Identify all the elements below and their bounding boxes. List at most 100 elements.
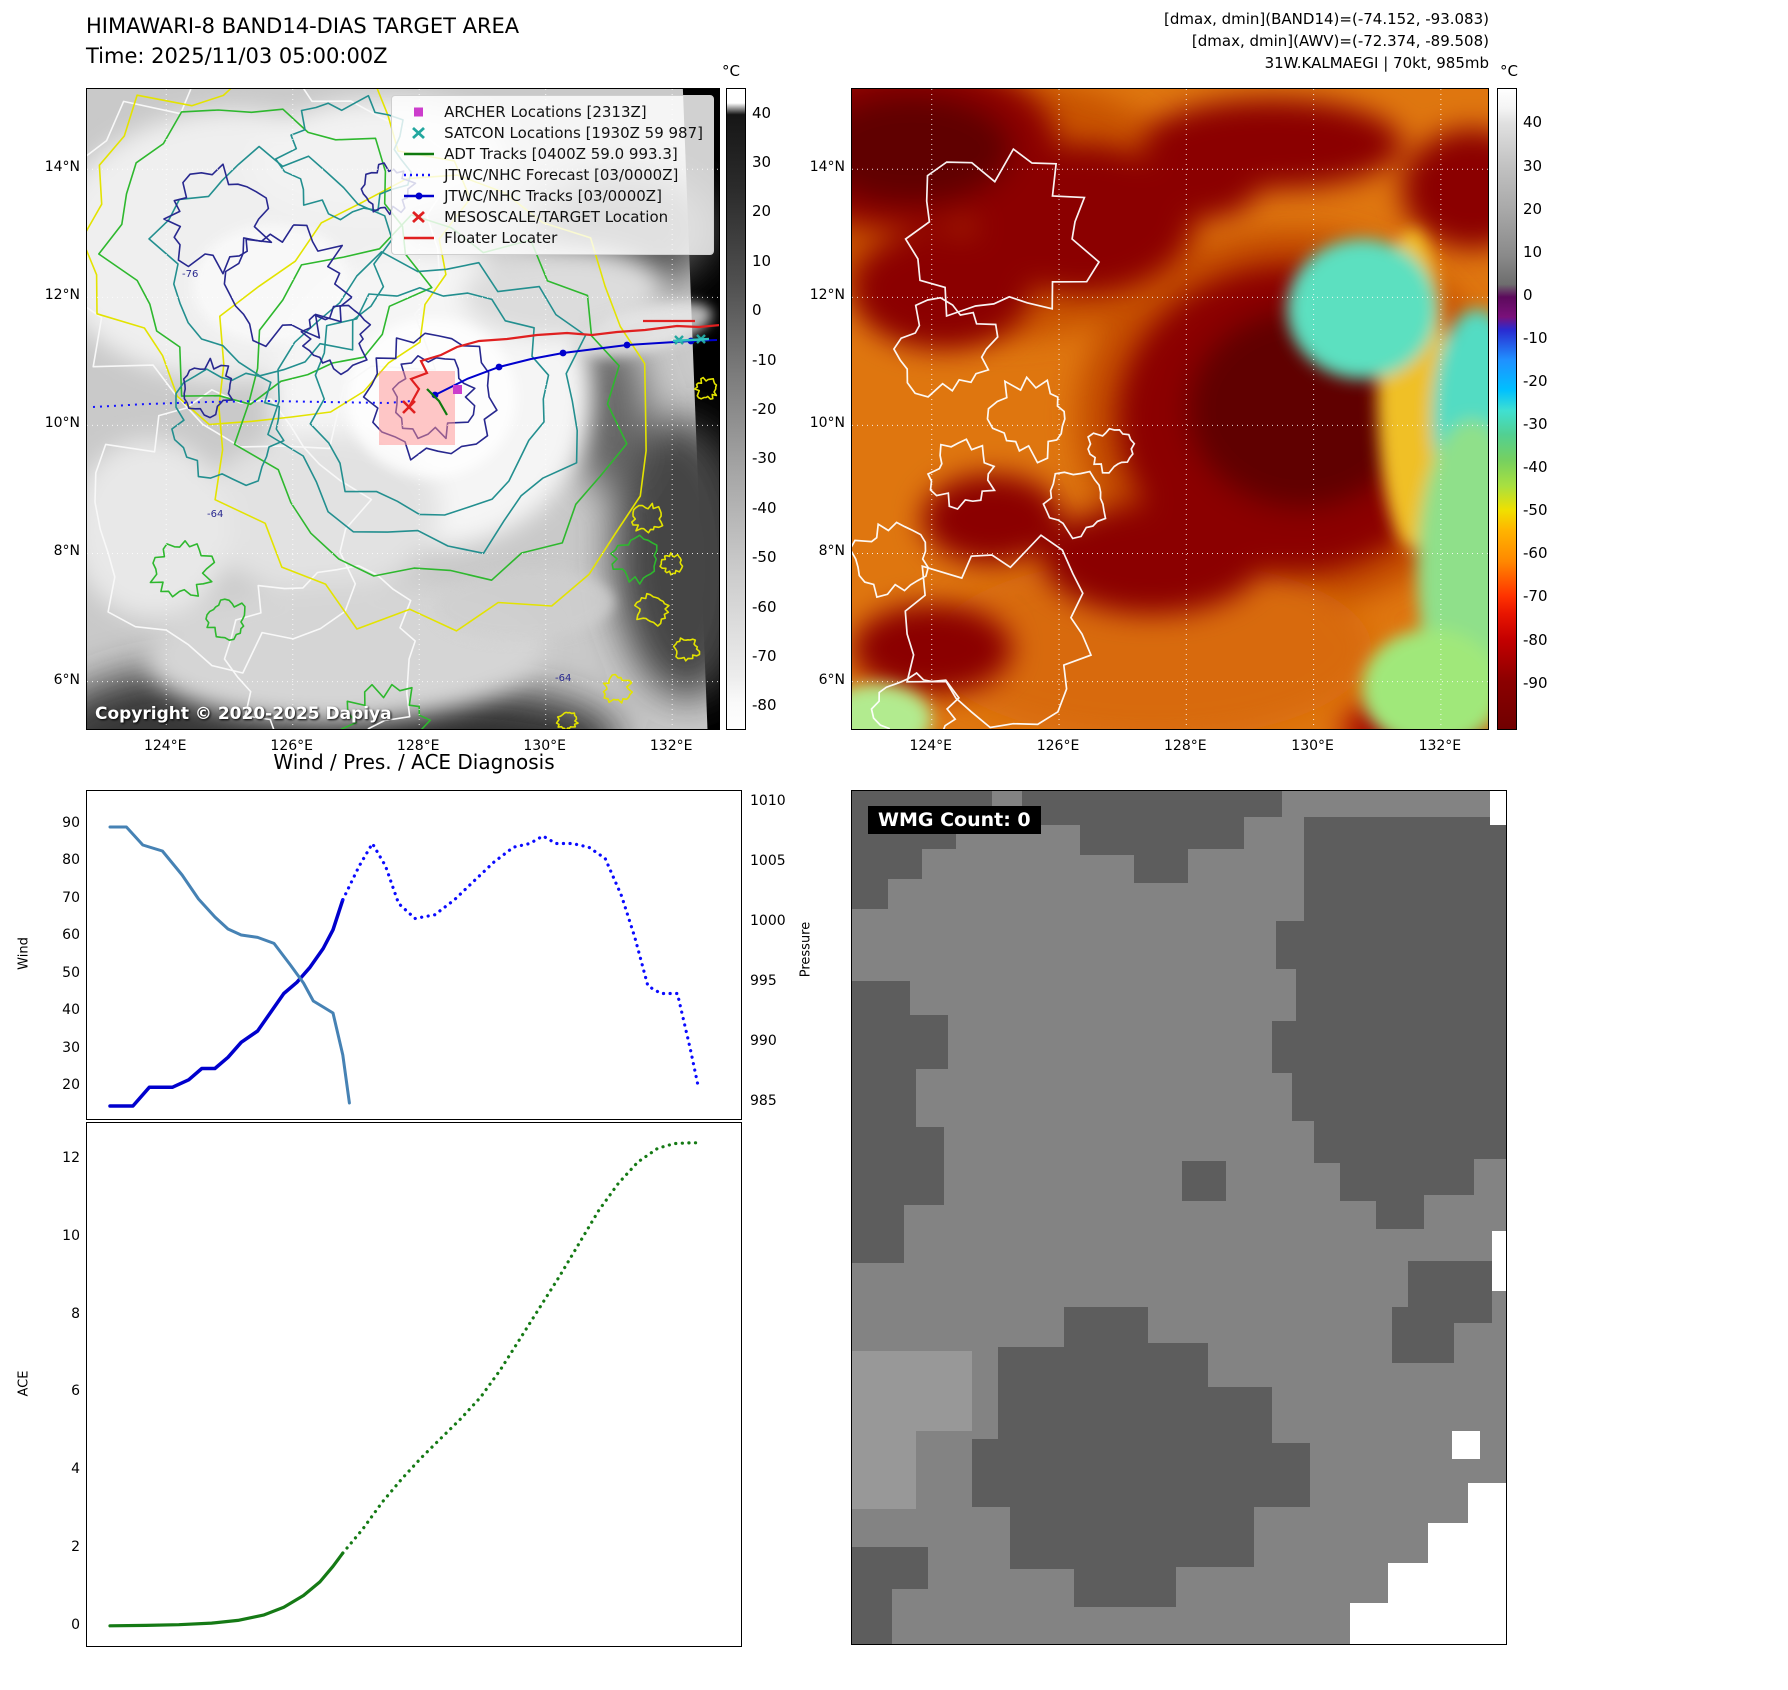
line-marker-icon bbox=[404, 236, 435, 240]
awv-lon-tick: 130°E bbox=[1291, 738, 1334, 754]
contour-ring bbox=[309, 287, 550, 516]
wind-ytick: 50 bbox=[62, 964, 80, 981]
contour-ring bbox=[610, 534, 658, 585]
contour-ring bbox=[149, 540, 216, 598]
ace-chart bbox=[86, 1122, 742, 1647]
map-legend-item: JTWC/NHC Tracks [03/0000Z] bbox=[402, 187, 703, 205]
contour-ring bbox=[94, 389, 373, 674]
awv-colorbar-tick: -10 bbox=[1523, 328, 1548, 347]
wind-ytick: 40 bbox=[62, 1002, 80, 1019]
map-legend-item: Floater Locater bbox=[402, 229, 703, 247]
x-marker-icon bbox=[412, 126, 426, 140]
awv-lat-tick: 10°N bbox=[809, 415, 845, 432]
map-legend-item: SATCON Locations [1930Z 59 987] bbox=[402, 124, 703, 142]
x-marker-icon bbox=[412, 210, 426, 224]
floater-track-line bbox=[408, 323, 719, 408]
awv-satellite-art bbox=[852, 89, 1488, 729]
pressure-ytick: 1010 bbox=[750, 793, 786, 809]
awv-colorbar-tick: 20 bbox=[1523, 199, 1543, 218]
contour-label: -64 bbox=[207, 509, 223, 520]
awv-lon-tick: 132°E bbox=[1418, 738, 1462, 754]
awv-lat-tick: 8°N bbox=[818, 543, 845, 560]
map-legend-label: ADT Tracks [0400Z 59.0 993.3] bbox=[444, 145, 678, 163]
wind-axis-label: Wind bbox=[16, 937, 32, 970]
storm-id-intensity-text: 31W.KALMAEGI | 70kt, 985mb bbox=[1264, 54, 1489, 72]
band14-colorbar-unit: °C bbox=[722, 62, 740, 80]
map-legend-label: JTWC/NHC Forecast [03/0000Z] bbox=[444, 166, 679, 184]
map-legend-label: ARCHER Locations [2313Z] bbox=[444, 103, 647, 121]
line-marker-icon bbox=[404, 152, 435, 156]
contour-ring bbox=[223, 224, 353, 348]
series-ace-max-1-8875- bbox=[108, 1551, 345, 1628]
awv-cold-cloud-blobs bbox=[852, 89, 1488, 729]
band14-lat-tick: 6°N bbox=[53, 671, 80, 688]
contour-ring bbox=[693, 376, 718, 400]
ace-axis-label: ACE bbox=[16, 1370, 32, 1397]
wind-ytick: 60 bbox=[62, 927, 80, 944]
wind-pressure-chart bbox=[86, 790, 742, 1120]
band14-time: Time: 2025/11/03 05:00:00Z bbox=[86, 44, 388, 68]
awv-colorbar-tick: -20 bbox=[1523, 371, 1548, 390]
band14-lon-tick: 130°E bbox=[523, 738, 566, 754]
awv-dry-cool-regions bbox=[852, 229, 1488, 729]
wind-ytick: 90 bbox=[62, 814, 80, 831]
contour-ring bbox=[340, 683, 432, 729]
dmax-dmin-band14-text: [dmax, dmin](BAND14)=(-74.152, -93.083) bbox=[1164, 10, 1489, 28]
contour-ring bbox=[98, 108, 433, 406]
wmg-map bbox=[851, 790, 1507, 1645]
ace-ytick: 6 bbox=[71, 1383, 80, 1400]
awv-colorbar-tick: -60 bbox=[1523, 544, 1548, 563]
band14-colorbar-tick: -20 bbox=[752, 400, 777, 418]
contour-ring bbox=[171, 368, 285, 487]
band14-lat-tick: 10°N bbox=[44, 415, 80, 432]
temperature-contours bbox=[87, 89, 718, 729]
wmg-dark-regions bbox=[852, 791, 1506, 1644]
band14-lon-tick: 132°E bbox=[649, 738, 693, 754]
band14-lon-tick: 128°E bbox=[396, 738, 440, 754]
island-outline bbox=[986, 375, 1066, 464]
band14-colorbar-tick: -60 bbox=[752, 597, 777, 616]
map-legend-item: ADT Tracks [0400Z 59.0 993.3] bbox=[402, 145, 703, 163]
ace-ytick: 0 bbox=[71, 1616, 80, 1633]
island-outline bbox=[926, 438, 997, 510]
band14-lat-tick: 12°N bbox=[44, 287, 80, 304]
band14-title: HIMAWARI-8 BAND14-DIAS TARGET AREA bbox=[86, 14, 520, 38]
wmg-count-label: WMG Count: 0 bbox=[868, 806, 1041, 834]
map-legend-label: JTWC/NHC Tracks [03/0000Z] bbox=[444, 187, 662, 205]
contour-ring bbox=[631, 502, 664, 534]
latlon-grid bbox=[852, 89, 1488, 729]
wmg-white-regions bbox=[1350, 791, 1506, 1644]
map-legend-item: JTWC/NHC Forecast [03/0000Z] bbox=[402, 166, 703, 184]
island-outline bbox=[892, 296, 999, 398]
band14-colorbar bbox=[726, 88, 746, 730]
awv-colorbar-tick: 0 bbox=[1523, 285, 1533, 304]
island-outline bbox=[852, 521, 930, 599]
contour-ring bbox=[163, 163, 273, 275]
map-legend-label: MESOSCALE/TARGET Location bbox=[444, 208, 669, 226]
dotted-marker-icon bbox=[404, 173, 435, 177]
ace-ytick: 2 bbox=[71, 1538, 80, 1555]
floater-locater-line bbox=[672, 337, 710, 343]
band14-colorbar-tick: 0 bbox=[752, 301, 762, 320]
storm-tracks bbox=[92, 319, 719, 445]
contour-ring bbox=[148, 145, 393, 377]
band14-lon-tick: 126°E bbox=[270, 738, 313, 754]
awv-lat-tick: 14°N bbox=[809, 159, 845, 176]
copyright-text: Copyright © 2020-2025 Dapiya bbox=[95, 704, 392, 724]
contour-ring bbox=[205, 598, 246, 641]
diagnosis-title: Wind / Pres. / ACE Diagnosis bbox=[273, 750, 555, 774]
series-pres-min-985- bbox=[108, 825, 351, 1105]
pressure-ytick: 985 bbox=[750, 1093, 777, 1109]
coastlines bbox=[852, 147, 1136, 729]
map-legend-label: SATCON Locations [1930Z 59 987] bbox=[444, 124, 703, 142]
band14-colorbar-tick: -40 bbox=[752, 498, 777, 517]
band14-colorbar-tick: -80 bbox=[752, 696, 777, 715]
awv-colorbar-unit: °C bbox=[1500, 62, 1518, 80]
wind-ytick: 80 bbox=[62, 852, 80, 869]
awv-colorbar-tick: -70 bbox=[1523, 587, 1548, 606]
contour-ring bbox=[182, 357, 234, 419]
island-outline bbox=[904, 534, 1093, 729]
contour-ring bbox=[300, 304, 372, 376]
contour-ring bbox=[659, 552, 684, 576]
